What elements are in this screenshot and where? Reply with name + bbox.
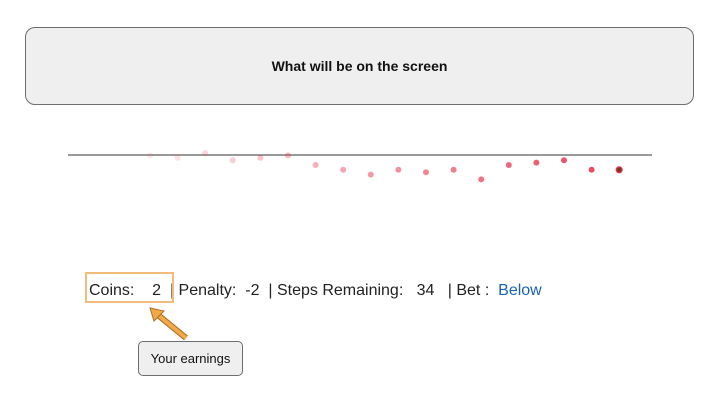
trail-dot <box>147 152 153 159</box>
trail-dot <box>367 171 374 178</box>
trail-dot <box>202 150 209 156</box>
trail-dot <box>340 166 347 173</box>
steps-label: | Steps Remaining: <box>268 282 404 299</box>
status-bar: Coins: 2 | Penalty: -2 | Steps Remaining… <box>89 280 542 302</box>
trail-dot <box>423 169 429 176</box>
trail-dot <box>285 152 291 159</box>
trail-dot <box>588 166 595 173</box>
penalty-value: -2 <box>245 282 260 299</box>
dot-trail <box>68 150 652 183</box>
screen-preview-box: What will be on the screen <box>25 27 694 105</box>
coins-value: 2 <box>152 282 162 299</box>
callout-text: Your earnings <box>150 351 231 366</box>
screen-title: What will be on the screen <box>271 58 448 74</box>
steps-value: 34 <box>416 282 435 299</box>
trail-dot <box>478 176 485 183</box>
trail-dot <box>174 154 181 161</box>
trail-dot <box>257 154 264 161</box>
coins-label: Coins: <box>89 282 135 299</box>
trail-dot <box>533 159 540 166</box>
bet-value: Below <box>498 282 542 299</box>
current-dot <box>615 166 623 174</box>
penalty-label: | Penalty: <box>169 282 237 299</box>
bet-label: | Bet : <box>447 282 490 299</box>
trail-dot <box>395 166 402 173</box>
earnings-callout: Your earnings <box>138 341 243 376</box>
trail-dot <box>561 157 567 164</box>
coins-highlight-box <box>85 272 174 303</box>
trail-dot <box>312 162 319 168</box>
trail-dot <box>505 162 512 168</box>
trail-dot <box>450 166 457 173</box>
arrow-icon <box>149 307 188 341</box>
trail-dot <box>229 157 236 164</box>
